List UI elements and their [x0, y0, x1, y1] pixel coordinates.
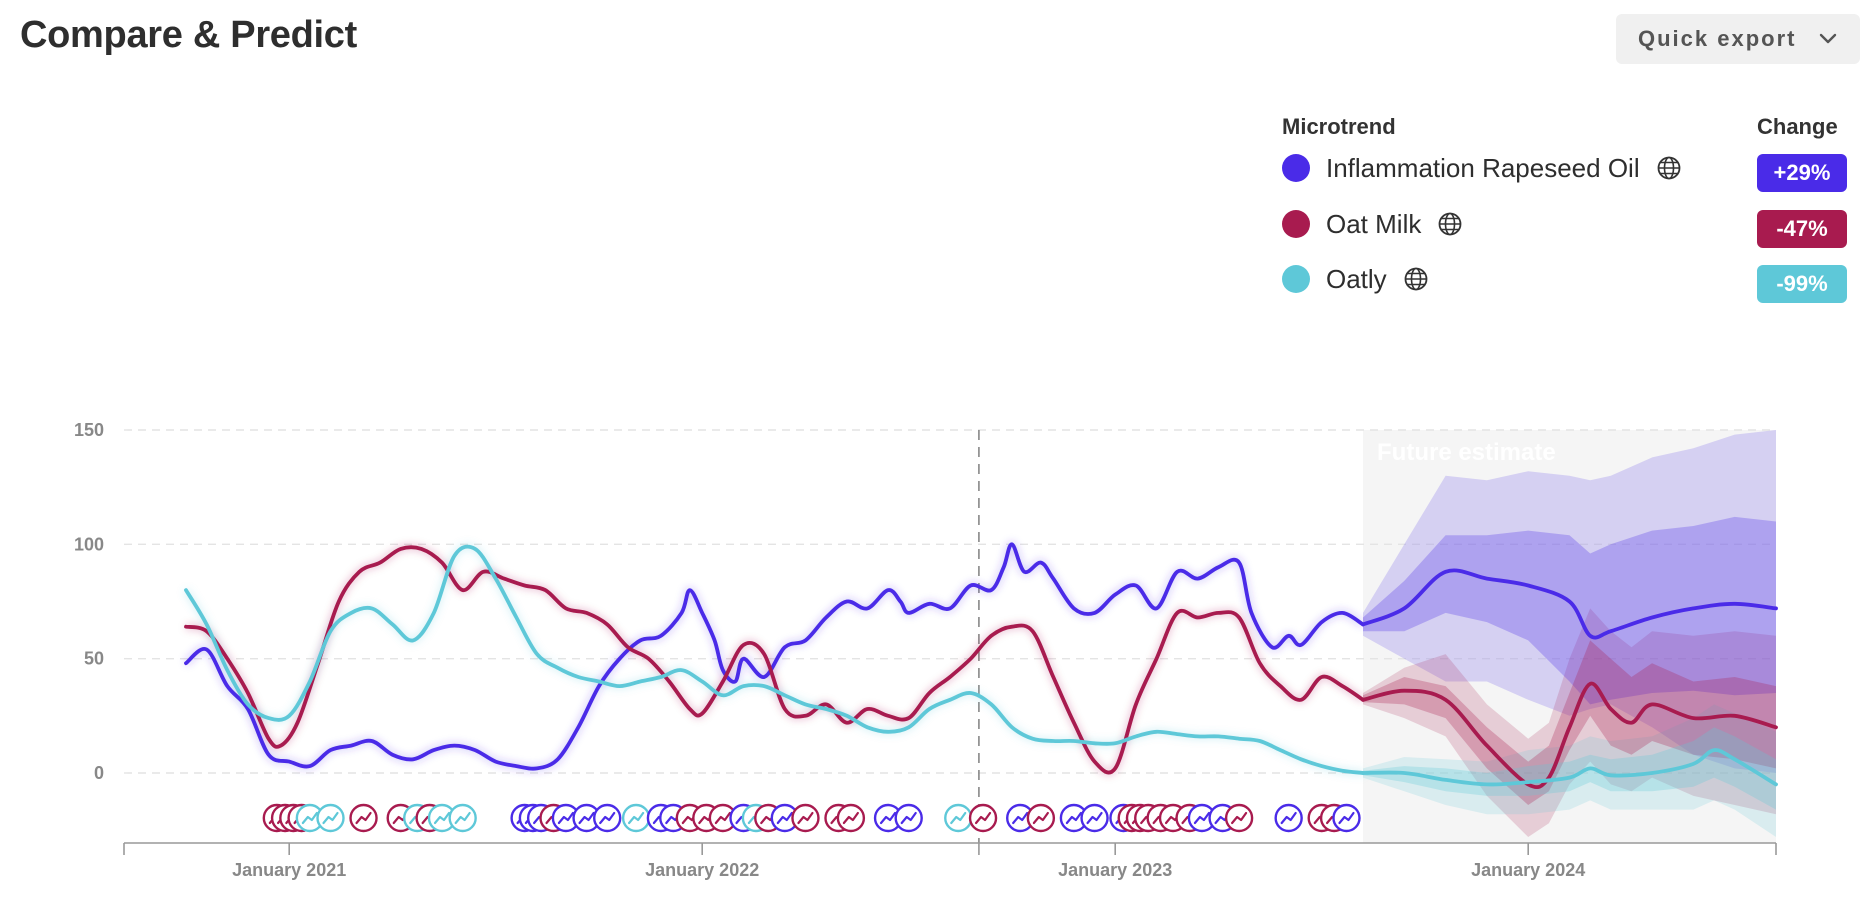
globe-icon[interactable] — [1656, 155, 1682, 181]
x-tick-label: January 2023 — [1058, 860, 1172, 880]
event-marker[interactable] — [1080, 803, 1109, 833]
globe-icon[interactable] — [1437, 211, 1463, 237]
x-tick-label: January 2021 — [232, 860, 346, 880]
forecast-band-inner — [1363, 727, 1776, 810]
trend-up-icon — [1193, 811, 1211, 825]
chevron-down-icon — [1819, 33, 1837, 44]
trend-up-icon — [776, 811, 793, 825]
legend-item[interactable]: Oatly — [1282, 259, 1429, 299]
trend-up-icon — [557, 811, 575, 825]
event-marker[interactable] — [1026, 803, 1056, 833]
forecast-label: Future estimate — [1377, 439, 1556, 466]
y-tick-label: 150 — [74, 420, 104, 440]
trend-up-icon — [950, 811, 967, 825]
trend-up-icon — [974, 811, 992, 825]
forecast-band-inner — [1363, 516, 1776, 705]
event-marker[interactable] — [621, 803, 651, 833]
event-marker[interactable] — [944, 803, 973, 833]
legend-microtrend-header: Microtrend — [1282, 114, 1396, 139]
event-marker[interactable] — [968, 803, 998, 833]
trend-up-icon — [1032, 811, 1049, 825]
legend-color-dot — [1282, 265, 1310, 293]
trend-up-icon — [322, 811, 339, 825]
trend-up-icon — [1280, 811, 1297, 825]
change-badge: +29% — [1757, 154, 1847, 192]
series-line — [184, 544, 1365, 775]
forecast-line — [1361, 748, 1778, 787]
legend-color-dot — [1282, 210, 1310, 238]
quick-export-label: Quick export — [1638, 26, 1797, 51]
trend-up-icon — [301, 811, 318, 825]
forecast-line — [1361, 568, 1778, 640]
x-tick-label: January 2022 — [645, 860, 759, 880]
event-marker[interactable] — [316, 803, 345, 833]
globe-icon[interactable] — [1403, 266, 1429, 292]
change-badge: -99% — [1757, 265, 1847, 303]
x-tick-label: January 2024 — [1471, 860, 1585, 880]
trend-up-icon — [1012, 811, 1029, 825]
trend-up-icon — [355, 811, 372, 825]
page-title: Compare & Predict — [20, 14, 357, 56]
event-marker[interactable] — [1187, 803, 1217, 833]
trend-chart: 0 50 100 150 Future estimate January 2021 Janu… — [74, 420, 1778, 880]
trend-up-icon — [879, 811, 897, 825]
forecast-region — [1363, 430, 1776, 843]
legend-item-name: Oatly — [1326, 263, 1387, 294]
forecast-line — [1361, 681, 1778, 790]
event-marker[interactable] — [1006, 803, 1035, 833]
trend-up-icon — [628, 811, 645, 825]
trend-up-icon — [842, 811, 859, 825]
event-marker[interactable] — [572, 803, 601, 833]
series-line — [184, 545, 1365, 775]
event-marker[interactable] — [791, 803, 820, 833]
trend-up-icon — [1086, 811, 1103, 825]
trend-up-icon — [454, 811, 471, 825]
legend-item[interactable]: Inflammation Rapeseed Oil — [1282, 148, 1682, 188]
y-tick-label: 0 — [94, 763, 104, 783]
trend-up-icon — [599, 811, 616, 825]
event-marker[interactable] — [593, 803, 622, 833]
y-tick-label: 100 — [74, 534, 104, 554]
change-badge: -47% — [1757, 210, 1847, 248]
event-marker[interactable] — [836, 803, 866, 833]
legend-color-dot — [1282, 154, 1310, 182]
forecast-band-outer — [1363, 704, 1776, 837]
trend-up-icon — [433, 811, 451, 825]
trend-up-icon — [1338, 811, 1355, 825]
event-marker[interactable] — [448, 803, 477, 833]
event-marker[interactable] — [1059, 803, 1089, 833]
event-marker[interactable] — [1332, 803, 1361, 833]
legend-change-header: Change — [1757, 114, 1838, 139]
event-marker[interactable] — [1224, 803, 1254, 833]
trend-up-icon — [1065, 811, 1082, 825]
event-marker[interactable] — [349, 803, 378, 833]
legend-item-name: Inflammation Rapeseed Oil — [1326, 152, 1640, 183]
trend-up-icon — [714, 811, 731, 825]
event-marker[interactable] — [708, 803, 738, 833]
trend-up-icon — [797, 811, 814, 825]
event-marker[interactable] — [894, 803, 923, 833]
trend-up-icon — [900, 811, 917, 825]
quick-export-button[interactable]: Quick export — [1616, 14, 1860, 64]
trend-up-icon — [1231, 811, 1248, 825]
trend-up-icon — [578, 811, 595, 825]
legend-item-name: Oat Milk — [1326, 208, 1422, 239]
event-marker[interactable] — [1274, 803, 1303, 833]
series-line — [184, 542, 1365, 771]
y-tick-label: 50 — [84, 649, 104, 669]
legend-item[interactable]: Oat Milk — [1282, 204, 1463, 244]
